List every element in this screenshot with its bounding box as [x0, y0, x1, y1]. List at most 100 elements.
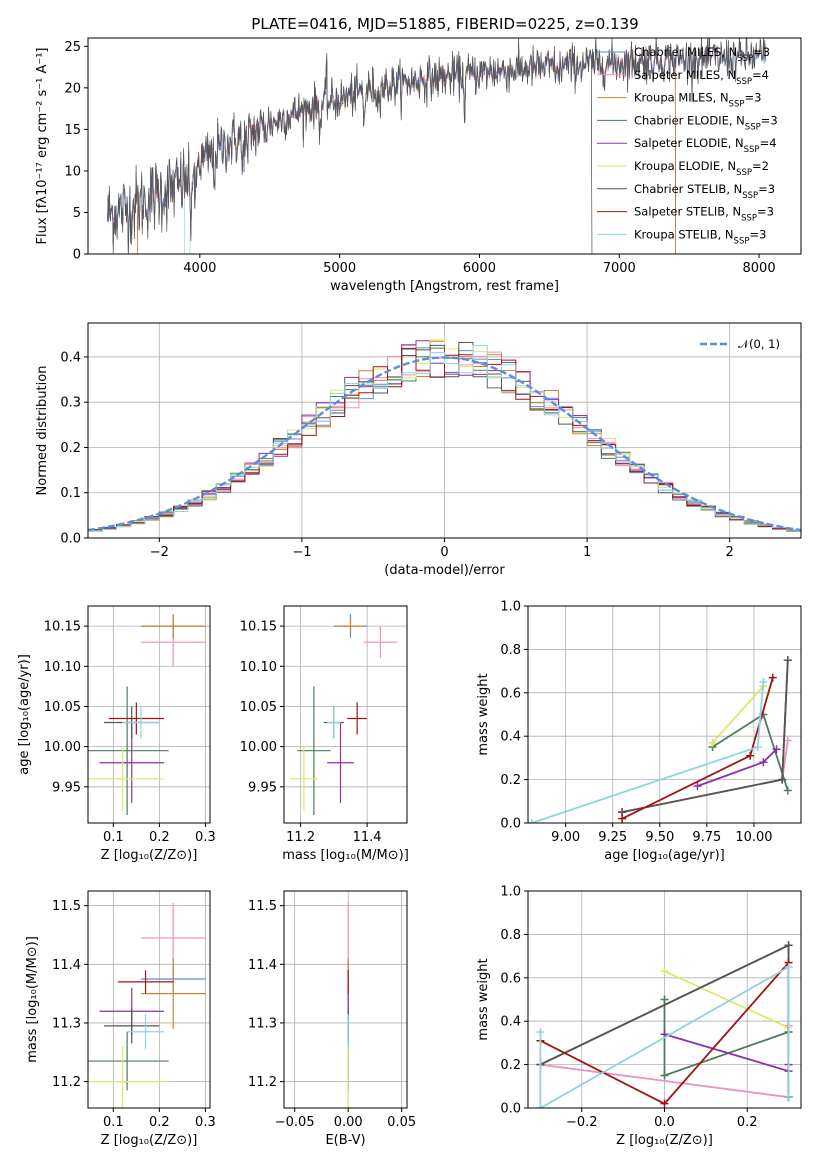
weight-marker: [528, 819, 536, 823]
y-axis-label: mass [log₁₀(M/M⊙)]: [25, 936, 40, 1063]
plot-area: [88, 339, 801, 532]
weight-marker: [768, 673, 777, 682]
x-tick-label: 7000: [603, 261, 636, 276]
ticks: −0.05 0.00 0.05 11.2 11.3 11.4 11.5: [248, 899, 416, 1130]
x-tick-label: −1: [292, 545, 311, 560]
errorbar-point: [140, 614, 206, 639]
ticks: 0.1 0.2 0.3 9.95 10.00 10.05 10.10 10.15: [44, 620, 216, 845]
y-tick-label: 0.0: [60, 532, 81, 547]
weight-marker: [784, 962, 793, 971]
y-tick-label: 10.00: [44, 740, 81, 755]
y-tick-label: 11.3: [248, 1016, 277, 1031]
weight-marker: [783, 736, 792, 745]
axes-frame: [87, 605, 211, 824]
weight-marker: [759, 677, 768, 686]
legend-entry: Chabrier MILES, NSSP=3: [634, 45, 770, 64]
weight-marker: [772, 745, 781, 754]
residual-histogram-5: [88, 339, 801, 532]
plot-area: [536, 941, 793, 1108]
x-tick-label: 9.00: [551, 830, 580, 845]
plot-area: [107, 38, 767, 254]
axes-frame: [87, 322, 802, 539]
errorbar-point: [108, 702, 164, 735]
age-vs-mass-panel: 11.2 11.4 9.95 10.00 10.05 10.10 10.15 mass [lo…: [240, 605, 409, 863]
y-tick-label: 0.0: [500, 817, 521, 832]
weight-marker: [784, 1093, 793, 1102]
errorbar-point: [337, 618, 364, 635]
x-tick-label: 9.75: [692, 830, 721, 845]
legend-entry: Chabrier STELIB, NSSP=3: [634, 182, 775, 201]
errorbar-point: [327, 706, 341, 739]
errorbar-point: [104, 1008, 160, 1044]
weight-marker: [753, 743, 762, 752]
weight-marker: [660, 995, 669, 1004]
x-tick-label: 0.1: [103, 1115, 124, 1130]
y-tick-label: 11.4: [248, 958, 277, 973]
errorbar-point: [290, 746, 318, 811]
y-tick-label: 11.5: [52, 899, 81, 914]
legend-entry: Salpeter ELODIE, NSSP=4: [634, 136, 777, 155]
mass-vs-extinction-panel: −0.05 0.00 0.05 11.2 11.3 11.4 11.5 E(B-V): [248, 890, 416, 1148]
y-tick-label: 20: [64, 81, 81, 96]
y-tick-label: 11.2: [52, 1075, 81, 1090]
weight-series-3: [663, 999, 789, 1077]
weight-vs-age-panel: 9.00 9.25 9.50 9.75 10.00 0.0 0.2 0.4 0.6 0.8 1.0 a…: [476, 600, 802, 863]
errorbar-point: [127, 1014, 164, 1050]
y-tick-label: 0.4: [60, 350, 81, 365]
weight-series-8: [531, 681, 765, 823]
weight-marker: [784, 941, 793, 950]
y-tick-label: 9.95: [248, 780, 277, 795]
y-tick-label: 10: [64, 164, 81, 179]
axes-frame: [527, 605, 802, 824]
grid-lines: [88, 606, 210, 823]
x-axis-label: Z [log₁₀(Z/Z⊙)]: [101, 1133, 198, 1148]
x-tick-label: 0.2: [737, 1115, 758, 1130]
x-tick-label: 6000: [463, 261, 496, 276]
y-tick-label: 0.1: [60, 486, 81, 501]
x-axis-label: E(B-V): [325, 1133, 365, 1148]
weight-marker: [693, 782, 702, 791]
y-tick-label: 0.2: [500, 1058, 521, 1073]
x-tick-label: 2: [726, 545, 734, 560]
mass-vs-metallicity-panel: 0.1 0.2 0.3 11.2 11.3 11.4 11.5 Z [log₁₀(Z/Z⊙)]…: [25, 890, 216, 1148]
weight-series-5: [711, 685, 764, 744]
weight-marker: [759, 758, 768, 767]
x-tick-label: −0.05: [275, 1115, 315, 1130]
chart-title: PLATE=0416, MJD=51885, FIBERID=0225, z=0…: [251, 15, 638, 33]
x-axis-label: (data-model)/error: [384, 563, 505, 578]
plot-area: [88, 614, 206, 815]
y-tick-label: 1.0: [500, 885, 521, 900]
ticks: −0.2 0.0 0.2 0.0 0.2 0.4 0.6 0.8 1.0: [500, 885, 757, 1131]
y-tick-label: 0.6: [500, 686, 521, 701]
errorbar-point: [88, 746, 164, 811]
y-tick-label: 9.95: [52, 780, 81, 795]
errorbar-point: [327, 722, 354, 803]
legend-entry: Kroupa ELODIE, NSSP=2: [634, 159, 769, 178]
x-tick-label: 11.2: [286, 830, 315, 845]
x-tick-label: 4000: [183, 261, 216, 276]
x-tick-label: −2: [150, 545, 169, 560]
errorbar-point: [363, 626, 398, 659]
y-tick-label: 0.2: [60, 441, 81, 456]
y-tick-label: 11.5: [248, 899, 277, 914]
grid-lines: [284, 606, 407, 823]
x-tick-label: 8000: [743, 261, 776, 276]
y-tick-label: 10.10: [44, 660, 81, 675]
ticks: 9.00 9.25 9.50 9.75 10.00 0.0 0.2 0.4 0.6 0.8 1.0: [500, 600, 772, 846]
y-tick-label: 10.00: [240, 740, 277, 755]
errorbar-point: [88, 686, 169, 815]
weight-series-5: [664, 970, 789, 1029]
y-tick-label: 1.0: [500, 600, 521, 615]
plot-area: [528, 656, 792, 823]
y-axis-label: mass weight: [476, 673, 491, 755]
weight-marker: [536, 1104, 545, 1108]
y-tick-label: 0.8: [500, 643, 521, 658]
ticks: 4000 5000 6000 7000 8000 0 5 10 15 20 25: [64, 40, 775, 276]
legend: 𝒩(0, 1): [700, 337, 780, 351]
ticks: −2 −1 0 1 2 0.0 0.1 0.2 0.3 0.4: [60, 350, 734, 560]
legend-entry: Salpeter MILES, NSSP=4: [634, 68, 769, 87]
legend: Chabrier MILES, NSSP=3 Salpeter MILES, NS…: [597, 45, 778, 246]
weight-marker: [660, 1099, 669, 1108]
weight-marker: [778, 775, 787, 784]
